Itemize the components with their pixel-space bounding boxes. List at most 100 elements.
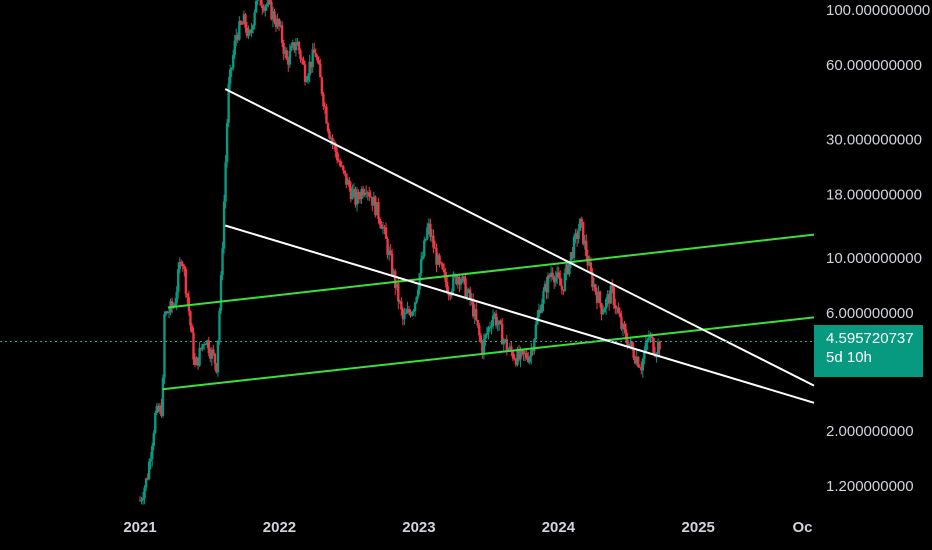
candle bbox=[410, 310, 414, 317]
candle-body bbox=[556, 272, 559, 278]
candle-body bbox=[413, 302, 417, 312]
candle bbox=[533, 337, 536, 355]
candle-body bbox=[219, 275, 223, 311]
candle bbox=[551, 267, 554, 280]
candle bbox=[294, 38, 298, 57]
candle-body bbox=[574, 232, 577, 237]
candle bbox=[441, 262, 444, 271]
candle bbox=[291, 39, 295, 48]
candle-body bbox=[163, 314, 166, 378]
candle-body bbox=[400, 301, 403, 310]
candle-body bbox=[531, 349, 534, 352]
candle bbox=[141, 491, 145, 505]
candle bbox=[183, 264, 186, 277]
candle bbox=[401, 307, 405, 326]
candle bbox=[493, 311, 496, 320]
candle bbox=[242, 10, 246, 25]
candle bbox=[449, 293, 452, 301]
candle bbox=[262, 4, 265, 13]
candle-body bbox=[239, 21, 243, 24]
candle-body bbox=[199, 347, 203, 349]
candle bbox=[287, 56, 290, 72]
candle-body bbox=[421, 256, 424, 260]
candle-body bbox=[160, 405, 163, 416]
candle bbox=[144, 477, 148, 492]
candle-body bbox=[164, 311, 168, 315]
support-line-2 bbox=[162, 316, 815, 391]
candle bbox=[372, 191, 376, 206]
candle bbox=[311, 43, 314, 73]
candle-body bbox=[633, 358, 637, 364]
candle bbox=[429, 218, 432, 242]
trend-line-3 bbox=[224, 88, 815, 387]
candle bbox=[170, 297, 174, 314]
candle-body bbox=[215, 363, 218, 373]
candle bbox=[614, 298, 617, 314]
candle-body bbox=[646, 339, 649, 343]
candle bbox=[297, 40, 301, 55]
candle bbox=[407, 305, 411, 316]
candle bbox=[620, 310, 623, 331]
candle bbox=[427, 218, 431, 235]
candle-body bbox=[329, 138, 333, 140]
candle-body bbox=[591, 272, 594, 288]
candle-body bbox=[377, 202, 380, 219]
candle-body bbox=[514, 359, 518, 365]
candle-body bbox=[293, 42, 296, 51]
candle bbox=[458, 275, 461, 293]
candle-body bbox=[520, 350, 524, 352]
candle-body bbox=[635, 356, 638, 364]
candle-body bbox=[277, 18, 281, 26]
candle bbox=[207, 336, 210, 357]
candle bbox=[316, 54, 319, 63]
candle bbox=[245, 22, 249, 39]
candle-body bbox=[618, 312, 622, 317]
candle bbox=[163, 311, 166, 384]
candle-body bbox=[287, 59, 290, 65]
candle-body bbox=[407, 308, 411, 313]
candle-body bbox=[647, 337, 651, 340]
candle bbox=[358, 191, 362, 204]
candle bbox=[241, 21, 244, 25]
candle bbox=[366, 190, 369, 201]
candle bbox=[274, 15, 278, 32]
candle-body bbox=[592, 284, 596, 288]
candle bbox=[152, 430, 155, 451]
candle-body bbox=[461, 276, 464, 282]
candle bbox=[265, 2, 269, 11]
candle bbox=[592, 277, 596, 291]
candle-body bbox=[339, 161, 342, 166]
candle bbox=[215, 363, 218, 374]
candle bbox=[360, 186, 363, 204]
x-tick-label: 2024 bbox=[542, 519, 576, 536]
candle-body bbox=[288, 50, 291, 65]
candle bbox=[147, 458, 151, 481]
current-price-value: 4.595720737 bbox=[826, 330, 914, 347]
y-tick-label: 30.000000000 bbox=[826, 132, 922, 149]
candle-body bbox=[513, 358, 516, 360]
candle bbox=[433, 240, 437, 249]
candle bbox=[562, 289, 565, 296]
candle bbox=[545, 277, 548, 300]
candle-body bbox=[280, 25, 284, 43]
candle bbox=[352, 183, 356, 198]
candle-body bbox=[340, 165, 343, 167]
candle-body bbox=[253, 12, 256, 26]
candle-body bbox=[640, 367, 643, 371]
candle bbox=[514, 357, 518, 367]
candle-body bbox=[533, 339, 536, 352]
candle-body bbox=[420, 259, 423, 274]
candle bbox=[293, 41, 296, 53]
candle bbox=[482, 333, 486, 360]
candle-body bbox=[248, 29, 252, 33]
candle bbox=[239, 19, 243, 26]
candle-body bbox=[224, 162, 227, 202]
candle bbox=[563, 268, 567, 293]
candle bbox=[413, 301, 417, 317]
candle-body bbox=[632, 348, 635, 359]
support-line-1 bbox=[167, 233, 815, 309]
candle-body bbox=[609, 285, 612, 304]
candle bbox=[546, 272, 550, 299]
candle-body bbox=[380, 224, 383, 229]
